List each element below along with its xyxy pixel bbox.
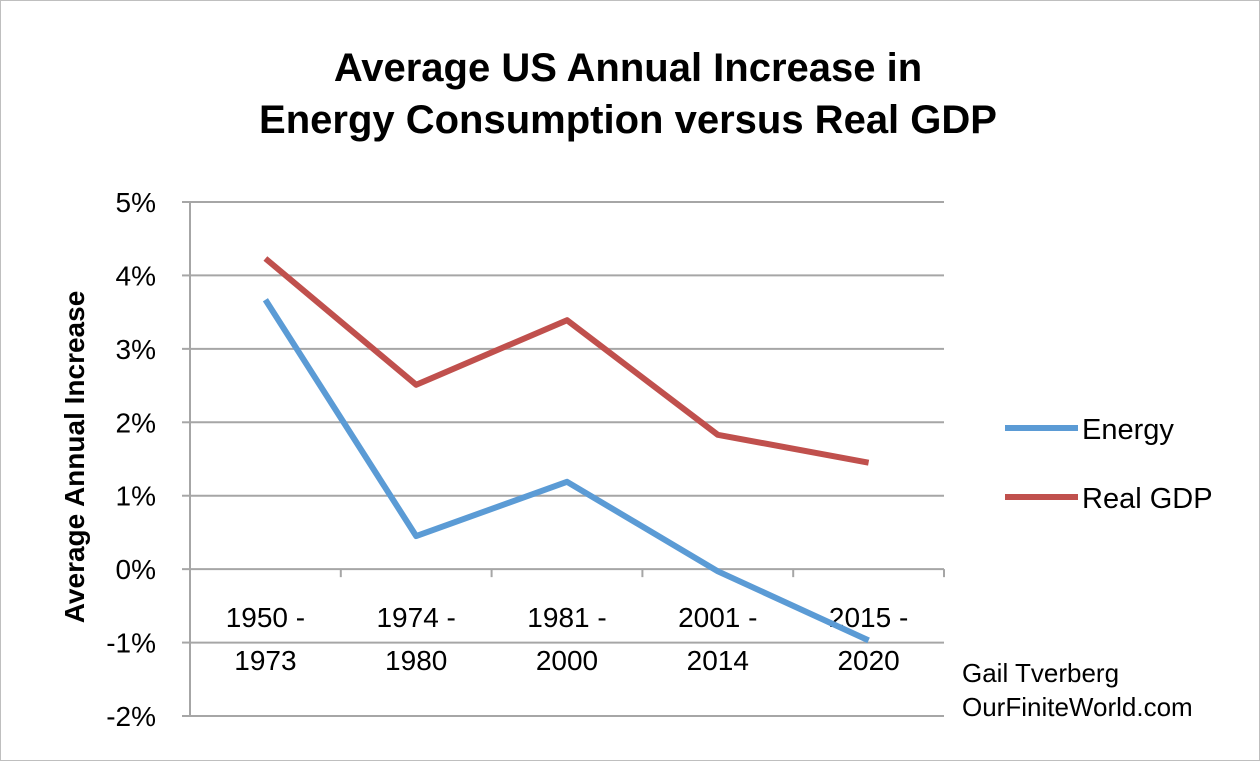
chart-title-line-1: Average US Annual Increase in xyxy=(333,46,923,90)
x-tick-label: 1974 - xyxy=(376,602,455,633)
x-axis-ticks: 1950 - 1973 1974 - 1980 1981 - 2000 2001 - 2014… xyxy=(189,569,945,676)
y-axis-ticks: 5% 4% 3% 2% 1% 0% -1% -2% xyxy=(106,187,190,732)
credit: Gail Tverberg OurFiniteWorld.com xyxy=(962,656,1193,724)
x-tick-label: 1981 - xyxy=(527,602,606,633)
gridlines xyxy=(190,201,944,717)
y-tick-label: 5% xyxy=(116,187,156,218)
legend-label: Real GDP xyxy=(1082,483,1213,515)
credit-author: Gail Tverberg xyxy=(962,658,1120,688)
y-tick-label: -1% xyxy=(106,628,156,659)
x-tick-label: 1973 xyxy=(234,645,296,676)
legend-label: Energy xyxy=(1082,414,1174,446)
x-tick-label: 1950 - xyxy=(226,602,305,633)
y-tick-label: 4% xyxy=(116,260,156,291)
data-series xyxy=(262,256,870,644)
y-tick-label: 1% xyxy=(116,481,156,512)
chart-title: Average US Annual Increase in Energy Con… xyxy=(0,42,1256,146)
chart-title-line-2: Energy Consumption versus Real GDP xyxy=(259,98,997,142)
y-tick-label: -2% xyxy=(106,701,156,732)
legend: Energy Real GDP xyxy=(1005,414,1213,515)
x-tick-label: 2001 - xyxy=(678,602,757,633)
series-line-real-gdp xyxy=(263,256,870,466)
series-line-energy xyxy=(262,298,870,644)
x-tick-label: 2014 xyxy=(687,645,749,676)
y-tick-label: 2% xyxy=(116,407,156,438)
y-tick-label: 0% xyxy=(116,554,156,585)
axes xyxy=(189,202,944,716)
credit-website: OurFiniteWorld.com xyxy=(962,692,1193,722)
x-tick-label: 2020 xyxy=(837,645,899,676)
x-tick-label: 2000 xyxy=(536,645,598,676)
x-tick-label: 1980 xyxy=(385,645,447,676)
y-tick-label: 3% xyxy=(116,334,156,365)
y-axis-title: Average Annual Increase xyxy=(59,291,90,624)
